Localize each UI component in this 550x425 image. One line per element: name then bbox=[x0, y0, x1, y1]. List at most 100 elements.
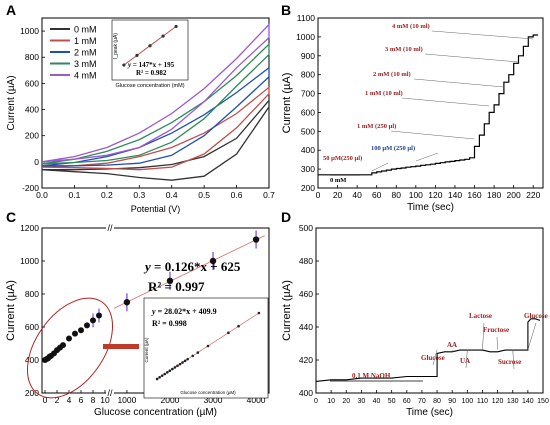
panel-b-annotation: 2 mM (10 ml) bbox=[373, 71, 411, 78]
panel-c-ytick-label: 1200 bbox=[20, 223, 39, 233]
panel-d-xtick-label: 40 bbox=[373, 398, 381, 405]
panel-a-xtick-label: 0.2 bbox=[101, 190, 113, 200]
panel-a-inset-point bbox=[148, 44, 152, 48]
panel-d-xtick-label: 30 bbox=[358, 398, 366, 405]
panel-b-annotation-arrow bbox=[390, 130, 475, 140]
panel-a-inset-point bbox=[161, 34, 165, 38]
panel-a-inset-r2: R² = 0.982 bbox=[136, 69, 167, 77]
panel-a-ylabel: Current (µA) bbox=[6, 75, 17, 130]
panel-c-inset-ylabel: Current (µA) bbox=[144, 337, 149, 362]
panel-a-xtick-label: 0.1 bbox=[69, 190, 81, 200]
panel-c-inset-point bbox=[183, 359, 187, 363]
panel-d-annotation-arrow bbox=[452, 349, 455, 353]
panel-c-inset-point bbox=[176, 364, 179, 368]
panel-a-legend-label: 0 mM bbox=[74, 25, 97, 35]
panel-b-annotation-arrow bbox=[413, 78, 504, 88]
panel-c-xtick-label: 0 bbox=[43, 395, 48, 405]
panel-a-legend-label: 1 mM bbox=[74, 36, 97, 46]
panel-d-annotation: AA bbox=[447, 341, 457, 349]
panel-d-xtick-label: 70 bbox=[418, 398, 426, 405]
panel-a-legend-label: 2 mM bbox=[74, 48, 97, 58]
panel-b-xtick-label: 0 bbox=[316, 190, 321, 200]
panel-b-xtick-label: 100 bbox=[409, 190, 423, 200]
panel-b-annotation: 4 mM (10 ml) bbox=[392, 23, 430, 30]
panel-d-annotation-arrow bbox=[496, 336, 498, 350]
panel-c-arrow bbox=[103, 344, 139, 349]
panel-c-inset-point bbox=[227, 331, 230, 335]
panel-d-annotation-arrow bbox=[527, 322, 537, 350]
panel-c-inset-point bbox=[196, 351, 200, 354]
panel-a-ytick-label: 1000 bbox=[20, 26, 39, 36]
panel-c-xtick-label: 10 bbox=[100, 395, 110, 405]
panel-d-frame bbox=[315, 227, 544, 394]
panel-b-ytick-label: 900 bbox=[301, 51, 315, 61]
panel-d-xtick-label: 0 bbox=[314, 398, 318, 405]
panel-a-letter: A bbox=[6, 2, 16, 18]
panel-b-annotation: 3 mM (10 ml) bbox=[385, 46, 423, 53]
panel-d-ytick-label: 500 bbox=[299, 223, 313, 233]
panel-c-ytick-label: 600 bbox=[25, 322, 39, 332]
panel-c-point bbox=[252, 236, 260, 243]
panel-d-ytick-label: 480 bbox=[299, 256, 313, 266]
panel-d-xtick-label: 150 bbox=[537, 398, 549, 405]
panel-d-xtick-label: 20 bbox=[342, 398, 350, 405]
panel-d-annotation: Glucose bbox=[421, 354, 445, 362]
panel-c-inset-point bbox=[155, 377, 159, 381]
panel-c-ylabel: Current (µA) bbox=[5, 280, 17, 341]
panel-d-annotation: 0.1 M NaOH bbox=[352, 372, 391, 380]
panel-c-xtick-label: 4 bbox=[67, 395, 72, 405]
panel-b-xtick-label: 180 bbox=[487, 190, 501, 200]
panel-b-annotation: 100 µM (250 µl) bbox=[371, 145, 415, 152]
panel-c-r2: R² = 0.997 bbox=[148, 279, 205, 294]
panel-b-ytick-label: 800 bbox=[301, 70, 315, 80]
panel-d-annotation: Fructose bbox=[483, 326, 509, 334]
panel-b-letter: B bbox=[281, 2, 291, 18]
panel-b-annotation: 50 µM(250 µl) bbox=[323, 155, 362, 162]
panel-c-inset-frame bbox=[143, 297, 269, 399]
panel-b-ytick-label: 1100 bbox=[297, 13, 316, 23]
panel-c-point bbox=[209, 257, 217, 265]
panel-b-ytick-label: 200 bbox=[301, 183, 315, 193]
panel-c-xtick-label: 3000 bbox=[204, 395, 223, 405]
panel-c-point bbox=[60, 342, 66, 349]
panel-c-inset-point bbox=[257, 311, 261, 315]
panel-c-inset-equation: y = 28.02*x + 409.9 bbox=[151, 307, 217, 316]
panel-c-point bbox=[123, 299, 131, 306]
panel-a-series-line bbox=[41, 42, 270, 165]
panel-c-xlabel: Glucose concentration (µM) bbox=[94, 407, 217, 418]
panel-a-xtick-label: 0.4 bbox=[166, 190, 178, 200]
panel-b-xtick-label: 160 bbox=[467, 190, 481, 200]
panel-b-annotation-arrow bbox=[371, 162, 389, 172]
panel-c-xtick-label: 2 bbox=[55, 395, 60, 405]
panel-c-point bbox=[78, 327, 84, 334]
panel-d-xtick-label: 10 bbox=[327, 398, 335, 405]
panel-d-ytick-label: 420 bbox=[299, 355, 313, 365]
panel-b-xtick-label: 20 bbox=[333, 190, 343, 200]
panel-a-inset-xlabel: Glucose concentration (mM) bbox=[115, 83, 184, 89]
panel-c-inset-point bbox=[206, 344, 210, 348]
panel-a-ytick-label: 400 bbox=[25, 105, 39, 115]
panel-c-inset-point bbox=[163, 372, 167, 376]
panel-c-axis-break-top: // bbox=[107, 223, 113, 233]
panel-b-xtick-label: 140 bbox=[448, 190, 462, 200]
panel-c-break-gap-bottom bbox=[106, 390, 114, 396]
panel-d-annotation: Lactose bbox=[469, 312, 492, 320]
panel-d-xtick-label: 80 bbox=[433, 398, 441, 405]
panel-b-annotation-arrow bbox=[431, 30, 534, 40]
panel-a-inset-point bbox=[174, 24, 178, 29]
panel-d-ytick-label: 460 bbox=[299, 289, 313, 299]
panel-b-annotation-arrow bbox=[401, 97, 490, 107]
panel-d-annotation-arrow bbox=[512, 349, 515, 370]
panel-d-ytick-label: 400 bbox=[299, 388, 313, 398]
panel-a-inset-point bbox=[135, 53, 139, 57]
panel-c-point bbox=[96, 312, 102, 319]
panel-c-inset-point bbox=[160, 374, 164, 377]
panel-d-xtick-label: 60 bbox=[403, 398, 411, 405]
panel-b-annotation: 1 mM (10 ml) bbox=[365, 90, 403, 97]
panel-c-ytick-label: 400 bbox=[25, 355, 39, 365]
panel-c-inset-point bbox=[191, 354, 195, 358]
panel-d-xtick-label: 140 bbox=[522, 398, 534, 405]
panel-c-point bbox=[90, 317, 96, 324]
